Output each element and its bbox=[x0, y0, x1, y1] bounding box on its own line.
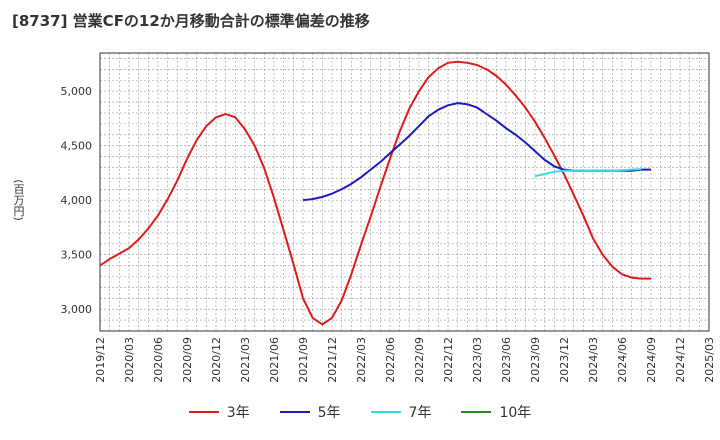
x-tick-label: 2020/03 bbox=[123, 337, 136, 383]
x-tick-label: 2021/06 bbox=[268, 337, 281, 383]
legend-item: 5年 bbox=[279, 402, 341, 422]
x-tick-label: 2024/12 bbox=[674, 337, 687, 383]
x-tick-label: 2022/12 bbox=[442, 337, 455, 383]
plot-area bbox=[99, 52, 710, 332]
legend-swatch bbox=[461, 411, 492, 413]
y-tick-label: 3,500 bbox=[61, 249, 93, 262]
legend-swatch bbox=[279, 411, 310, 413]
legend: 3年 5年 7年 10年 bbox=[0, 402, 720, 422]
legend-label: 7年 bbox=[408, 405, 432, 421]
legend-item: 10年 bbox=[461, 402, 531, 422]
x-tick-label: 2020/06 bbox=[152, 337, 165, 383]
series-line-7年 bbox=[534, 168, 642, 178]
x-tick-label: 2019/12 bbox=[94, 337, 107, 383]
chart-title: [8737] 営業CFの12か月移動合計の標準偏差の推移 bbox=[12, 12, 370, 30]
y-tick-label: 5,000 bbox=[61, 85, 93, 98]
legend-swatch bbox=[370, 411, 401, 413]
series-lines bbox=[99, 60, 651, 326]
x-tick-label: 2021/03 bbox=[239, 337, 252, 383]
x-tick-label: 2021/09 bbox=[297, 337, 310, 383]
series-line-3年 bbox=[99, 60, 651, 326]
x-tick-label: 2023/06 bbox=[500, 337, 513, 383]
y-tick-label: 4,000 bbox=[61, 194, 93, 207]
legend-label: 5年 bbox=[317, 405, 341, 421]
x-tick-label: 2023/09 bbox=[529, 337, 542, 383]
x-tick-label: 2020/12 bbox=[210, 337, 223, 383]
legend-swatch bbox=[188, 411, 219, 413]
x-tick-label: 2023/12 bbox=[558, 337, 571, 383]
x-tick-label: 2021/12 bbox=[326, 337, 339, 383]
x-tick-label: 2020/09 bbox=[181, 337, 194, 383]
x-tick-label: 2024/03 bbox=[587, 337, 600, 383]
x-axis-ticks: 2019/12 2020/03 2020/06 2020/09 2020/12 2021/… bbox=[94, 337, 716, 383]
y-axis-ticks: 3,000 3,500 4,000 4,500 5,000 bbox=[61, 85, 93, 316]
x-tick-label: 2025/03 bbox=[703, 337, 716, 383]
x-tick-label: 2024/06 bbox=[616, 337, 629, 383]
x-tick-label: 2022/09 bbox=[413, 337, 426, 383]
legend-item: 7年 bbox=[370, 402, 432, 422]
y-tick-label: 3,000 bbox=[61, 303, 93, 316]
x-tick-label: 2023/03 bbox=[471, 337, 484, 383]
legend-label: 3年 bbox=[226, 405, 250, 421]
x-tick-label: 2022/06 bbox=[384, 337, 397, 383]
y-axis-label: (百万円) bbox=[12, 179, 25, 221]
x-tick-label: 2024/09 bbox=[645, 337, 658, 383]
grid-lines bbox=[100, 53, 709, 331]
legend-label: 10年 bbox=[499, 405, 532, 421]
legend-item: 3年 bbox=[188, 402, 250, 422]
x-tick-label: 2022/03 bbox=[355, 337, 368, 383]
y-tick-label: 4,500 bbox=[61, 140, 93, 153]
